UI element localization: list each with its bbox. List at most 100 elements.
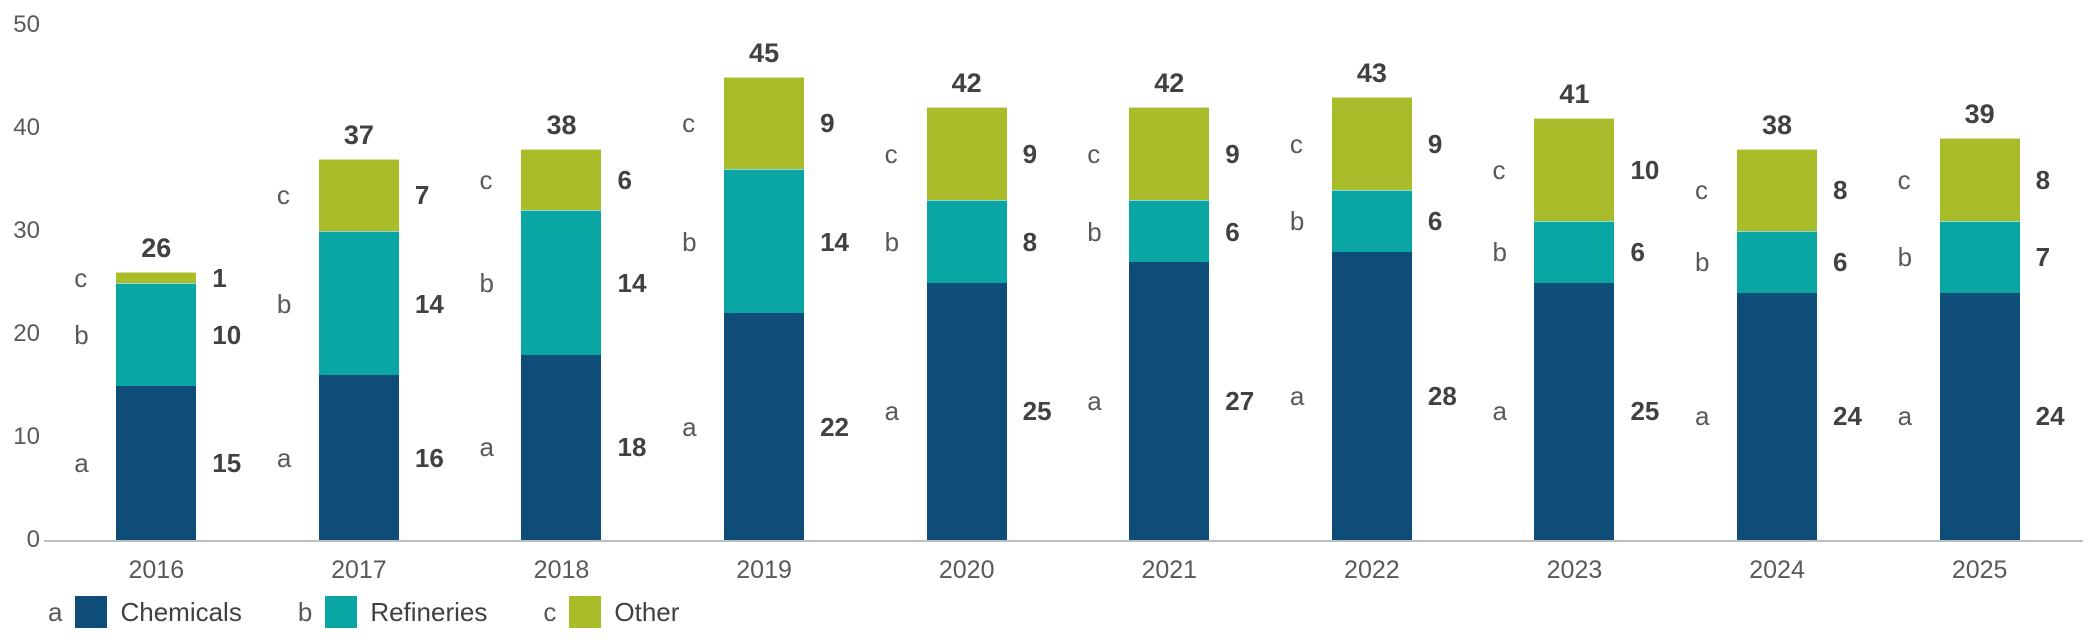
y-tick-label: 30 [13,217,40,244]
x-tick-label: 2017 [331,556,387,584]
segment-letter: a [276,442,292,473]
bar-segment-chemicals: a 25 [1492,282,1659,540]
stacked-bar: a 27 b 6 c 9 42 [1087,70,1254,540]
legend-label: Refineries [370,597,488,627]
segment-value: 6 [617,165,632,196]
segment-letter: b [74,319,89,350]
segment-letter: b [1289,206,1305,237]
total-label: 42 [1154,68,1185,99]
bar-group-2024: a 24 b 6 c 8 38 2024 [1676,25,1879,582]
segment-letter: b [479,268,494,299]
segment-value: 6 [1630,237,1645,268]
x-tick-label: 2016 [128,556,185,584]
y-tick-label: 20 [13,320,40,347]
segment-letter: b [682,226,697,257]
segment-value: 24 [2035,401,2065,432]
segment-value: 9 [1225,139,1240,170]
segment-letter: b [1897,242,1913,273]
total-label: 38 [546,109,577,140]
y-tick-label: 50 [13,11,40,38]
bar-group-2021: a 27 b 6 c 9 42 2021 [1068,25,1271,583]
segment-letter: c [884,139,898,170]
legend-item-other: c Other [543,596,679,628]
bar-segment-chemicals: a 22 [682,313,849,540]
total-label: 43 [1356,58,1387,89]
bar-segment-chemicals: a 27 [1087,261,1254,540]
segment-value: 18 [617,432,647,463]
segment-letter: a [1695,401,1710,432]
segment-value: 10 [1630,154,1660,185]
total-label: 45 [749,37,780,68]
segment-value: 25 [1022,396,1052,427]
segment-letter: a [682,411,697,442]
segment-value: 6 [1833,247,1848,278]
segment-value: 7 [2035,242,2051,273]
legend-label: Chemicals [120,597,242,627]
bar-segment-chemicals: a 28 [1290,251,1457,540]
segment-letter: b [1492,237,1507,268]
x-tick-label: 2021 [1141,556,1198,584]
y-axis: 0 10 20 30 40 50 [0,13,44,552]
total-label: 39 [1964,99,1995,130]
bar-segment-chemicals: a 15 [74,385,241,540]
bar-segment-other: c 10 [1492,117,1659,221]
segment-value: 9 [1022,139,1038,170]
x-tick-label: 2024 [1749,556,1805,584]
bar-group-2018: a 18 b 14 c 6 38 2018 [460,25,663,582]
stacked-bar: a 18 b 14 c 6 38 [479,111,646,540]
segment-value: 24 [1833,401,1862,432]
segment-value: 22 [820,411,849,442]
bar-group-2020: a 25 b 8 c 9 42 2020 [865,25,1068,583]
segment-letter: c [1492,154,1506,185]
segment-letter: c [276,180,290,211]
stacked-bar: a 15 b 10 c 1 26 [74,235,241,540]
segment-value: 15 [212,447,242,478]
stacked-bar: a 24 b 6 c 8 38 [1695,111,1862,540]
legend-item-chemicals: a Chemicals [48,596,242,628]
x-tick-label: 2018 [533,556,590,584]
segment-letter: b [1695,247,1710,278]
segment-value: 28 [1427,380,1457,411]
bar-segment-chemicals: a 24 [1898,292,2065,540]
legend-label: Other [614,597,680,627]
segment-letter: a [479,432,494,463]
stacked-bar: a 25 b 8 c 9 42 [885,70,1052,540]
segment-value: 1 [212,262,227,293]
segment-value: 8 [1833,175,1848,206]
legend-swatch [75,596,108,628]
segment-letter: b [1087,216,1102,247]
x-tick-label: 2020 [938,556,995,584]
segment-value: 7 [414,180,430,211]
segment-value: 10 [212,319,242,350]
bar-segment-chemicals: a 24 [1695,292,1862,540]
segment-letter: a [884,396,900,427]
plot-area: a 15 b 10 c 1 26 2016 a 16 b 14 c 7 37 2017 a 18 b 14 c 6 38 20… [55,25,2081,583]
segment-letter: c [74,262,88,293]
stacked-bar: a 28 b 6 c 9 43 [1290,60,1457,540]
segment-letter: c [1087,139,1101,170]
segment-letter: a [1087,385,1102,416]
stacked-bar: a 24 b 7 c 8 39 [1898,101,2065,540]
segment-value: 14 [820,226,849,257]
segment-value: 9 [1427,128,1443,159]
x-tick-label: 2023 [1546,556,1603,584]
total-label: 41 [1559,78,1590,109]
segment-letter: c [479,165,493,196]
total-label: 26 [141,233,172,264]
legend: a Chemicals b Refineries c Other [48,596,679,628]
segment-value: 25 [1630,396,1660,427]
y-tick-label: 0 [26,526,40,553]
segment-letter: a [1492,396,1507,427]
